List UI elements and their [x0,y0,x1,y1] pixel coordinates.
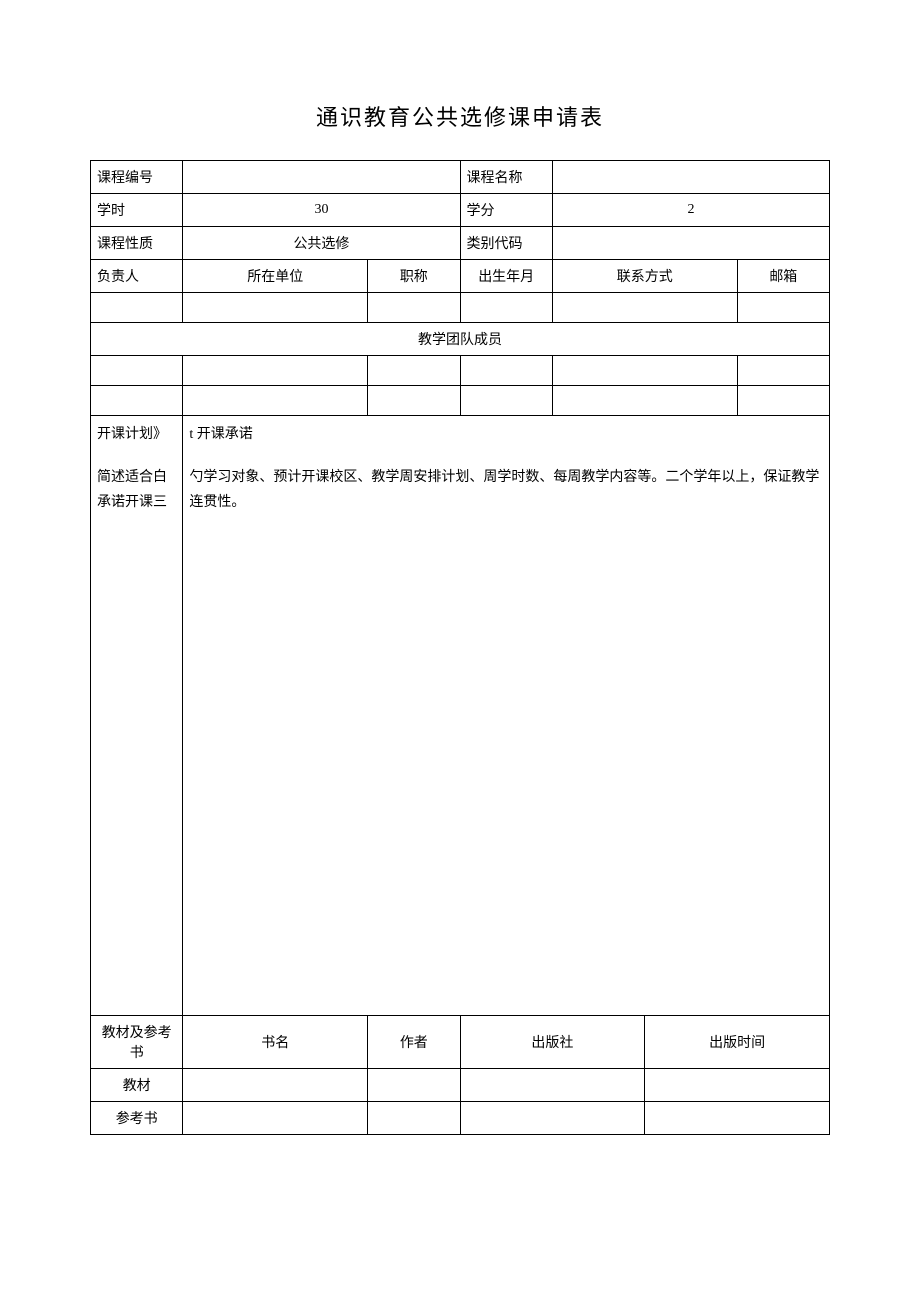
team1-c4 [460,356,552,386]
team2-c1 [91,386,183,416]
label-reference: 参考书 [91,1102,183,1135]
page-title: 通识教育公共选修课申请表 [90,100,830,132]
textbook-publisher [460,1069,645,1102]
team1-c5 [552,356,737,386]
label-author: 作者 [368,1016,460,1069]
plan-left-line3: 承诺开课三 [97,490,176,515]
team1-c2 [183,356,368,386]
reference-author [368,1102,460,1135]
team2-c4 [460,386,552,416]
label-birth: 出生年月 [460,260,552,293]
row-team-header: 教学团队成员 [91,323,830,356]
label-leader: 负责人 [91,260,183,293]
label-team-header: 教学团队成员 [91,323,830,356]
row-textbook: 教材 [91,1069,830,1102]
value-hours: 30 [183,194,460,227]
label-hours: 学时 [91,194,183,227]
plan-right-line1: t 开课承诺 [189,422,823,447]
application-form-page: 通识教育公共选修课申请表 课程编号 课程名称 学时 30 学分 2 [0,0,920,1195]
row-course-code-name: 课程编号 课程名称 [91,161,830,194]
label-contact: 联系方式 [552,260,737,293]
label-textbook: 教材 [91,1069,183,1102]
plan-left-line1: 开课计划》 [97,422,176,447]
team2-c3 [368,386,460,416]
team2-c6 [737,386,829,416]
row-team-1 [91,356,830,386]
application-table: 课程编号 课程名称 学时 30 学分 2 课程性质 公共选修 类别代码 负责人 … [90,160,830,1135]
label-category-code: 类别代码 [460,227,552,260]
textbook-author [368,1069,460,1102]
reference-name [183,1102,368,1135]
label-title-rank: 职称 [368,260,460,293]
value-credits: 2 [552,194,829,227]
row-leader-header: 负责人 所在单位 职称 出生年月 联系方式 邮箱 [91,260,830,293]
team1-c1 [91,356,183,386]
row-type-category: 课程性质 公共选修 类别代码 [91,227,830,260]
value-course-code [183,161,460,194]
row-hours-credits: 学时 30 学分 2 [91,194,830,227]
label-ref-header: 教材及参考书 [91,1016,183,1069]
row-leader-data [91,293,830,323]
leader-birth [460,293,552,323]
leader-email [737,293,829,323]
plan-left-cell: 开课计划》 简述适合白 承诺开课三 [91,416,183,1016]
reference-publisher [460,1102,645,1135]
team2-c5 [552,386,737,416]
label-publisher: 出版社 [460,1016,645,1069]
label-course-type: 课程性质 [91,227,183,260]
value-course-name [552,161,829,194]
row-team-2 [91,386,830,416]
label-credits: 学分 [460,194,552,227]
team2-c2 [183,386,368,416]
row-ref-header: 教材及参考书 书名 作者 出版社 出版时间 [91,1016,830,1069]
textbook-name [183,1069,368,1102]
leader-title [368,293,460,323]
label-course-name: 课程名称 [460,161,552,194]
leader-name [91,293,183,323]
value-category-code [552,227,829,260]
label-pub-time: 出版时间 [645,1016,830,1069]
leader-affiliation [183,293,368,323]
leader-contact [552,293,737,323]
plan-left-line2: 简述适合白 [97,465,176,490]
row-reference: 参考书 [91,1102,830,1135]
plan-right-line2: 勺学习对象、预计开课校区、教学周安排计划、周学时数、每周教学内容等。二个学年以上… [189,465,823,515]
label-book-name: 书名 [183,1016,368,1069]
reference-time [645,1102,830,1135]
team1-c3 [368,356,460,386]
label-email: 邮箱 [737,260,829,293]
label-affiliation: 所在单位 [183,260,368,293]
team1-c6 [737,356,829,386]
row-plan: 开课计划》 简述适合白 承诺开课三 t 开课承诺 勺学习对象、预计开课校区、教学… [91,416,830,1016]
textbook-time [645,1069,830,1102]
plan-right-cell: t 开课承诺 勺学习对象、预计开课校区、教学周安排计划、周学时数、每周教学内容等… [183,416,830,1016]
label-course-code: 课程编号 [91,161,183,194]
value-course-type: 公共选修 [183,227,460,260]
